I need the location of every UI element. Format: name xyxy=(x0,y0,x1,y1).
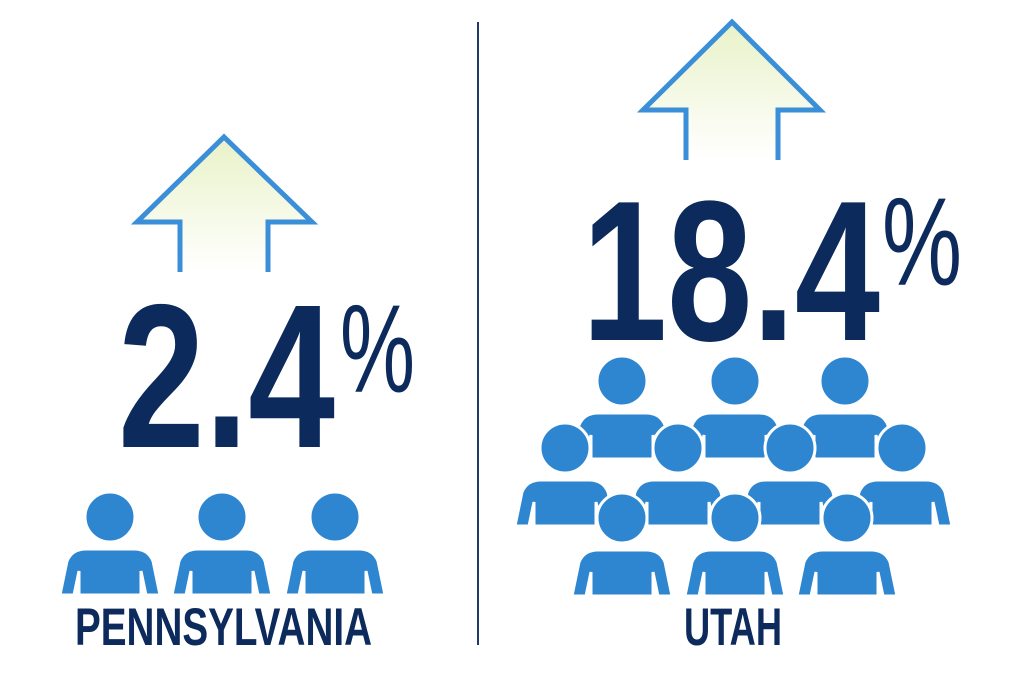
person-icon xyxy=(626,421,730,528)
person-body xyxy=(795,548,899,598)
person-body xyxy=(170,547,274,597)
growth-unit: % xyxy=(340,280,415,419)
person-head xyxy=(538,421,592,475)
person-head xyxy=(595,354,649,408)
person-head xyxy=(763,421,817,475)
person-head xyxy=(708,354,762,408)
person-body xyxy=(58,547,162,597)
person-head xyxy=(308,490,362,544)
person-head xyxy=(595,491,649,545)
person-body xyxy=(570,548,674,598)
state-label: PENNSYLVANIA xyxy=(75,598,372,657)
person-body xyxy=(683,411,787,461)
person-icon xyxy=(283,490,387,597)
person-icon xyxy=(170,490,274,597)
person-head xyxy=(875,421,929,475)
person-icon xyxy=(683,354,787,461)
person-icon xyxy=(58,490,162,597)
person-body xyxy=(570,411,674,461)
person-head xyxy=(708,491,762,545)
person-head xyxy=(651,421,705,475)
person-icon xyxy=(795,491,899,598)
person-head xyxy=(195,490,249,544)
growth-number: 2.4 xyxy=(118,262,335,491)
person-body xyxy=(738,478,842,528)
person-icon xyxy=(738,421,842,528)
person-body xyxy=(626,478,730,528)
growth-number: 18.4 xyxy=(582,160,880,383)
up-arrow xyxy=(130,133,319,272)
person-head xyxy=(820,491,874,545)
person-head xyxy=(818,354,872,408)
person-body xyxy=(793,411,897,461)
person-icon xyxy=(683,491,787,598)
person-body xyxy=(283,547,387,597)
person-icon xyxy=(570,491,674,598)
growth-unit: % xyxy=(882,173,962,312)
up-arrow xyxy=(636,18,827,160)
person-body xyxy=(850,478,954,528)
person-head xyxy=(83,490,137,544)
person-icon xyxy=(570,354,674,461)
person-body xyxy=(683,548,787,598)
person-icon xyxy=(793,354,897,461)
person-icon xyxy=(513,421,617,528)
person-body xyxy=(513,478,617,528)
person-icon xyxy=(850,421,954,528)
people-icons xyxy=(58,354,954,598)
state-label: UTAH xyxy=(684,598,782,657)
